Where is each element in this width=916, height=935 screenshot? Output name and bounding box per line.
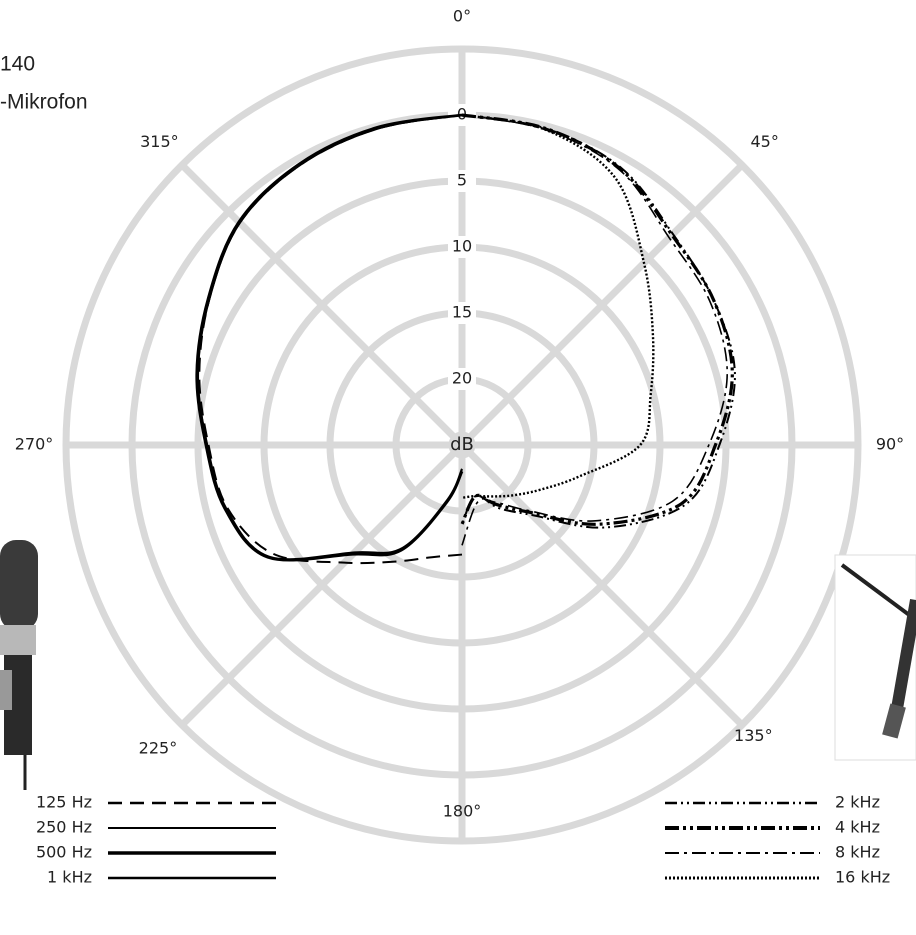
pattern-curve — [461, 113, 655, 499]
pattern-curve — [461, 114, 729, 546]
right-microphone — [834, 554, 916, 761]
mic-clip — [0, 670, 12, 710]
spoke — [179, 442, 465, 728]
legend-label: 250 Hz — [36, 818, 92, 837]
chart-subtitle: -Mikrofon — [0, 91, 88, 114]
tick-bg — [448, 368, 476, 390]
legend-label: 125 Hz — [36, 793, 92, 812]
legend-label: 16 kHz — [835, 868, 890, 887]
angle-label: 270° — [15, 435, 54, 454]
tick-bg — [448, 170, 476, 192]
legend-label: 8 kHz — [835, 843, 880, 862]
mic-head — [0, 540, 38, 630]
spoke — [459, 162, 745, 448]
angle-label: 135° — [734, 726, 773, 745]
r-tick-label: 20 — [452, 369, 472, 388]
r-tick-label: 15 — [452, 303, 472, 322]
legend-label: 2 kHz — [835, 793, 880, 812]
mic-head — [882, 703, 906, 739]
left-microphone — [0, 540, 38, 790]
spoke — [179, 162, 465, 448]
pattern-curve — [197, 114, 463, 561]
chart-title: 140 — [0, 53, 35, 76]
legend-label: 500 Hz — [36, 843, 92, 862]
pattern-curve — [195, 113, 464, 562]
angle-label: 90° — [876, 435, 904, 454]
mic-body — [889, 598, 916, 722]
legend-label: 4 kHz — [835, 818, 880, 837]
r-axis-label: dB — [450, 434, 474, 455]
angle-label: 180° — [443, 802, 482, 821]
angle-label: 225° — [139, 739, 178, 758]
angle-label: 0° — [453, 7, 471, 26]
r-tick-label: 0 — [457, 105, 467, 124]
angle-label: 45° — [750, 132, 778, 151]
mic-ring — [0, 625, 36, 655]
mic-cable — [840, 563, 916, 622]
legend-label: 1 kHz — [47, 868, 92, 887]
r-tick-label: 5 — [457, 171, 467, 190]
pattern-curve — [461, 114, 736, 529]
tick-bg — [448, 236, 476, 258]
angle-label: 315° — [140, 132, 179, 151]
spoke — [459, 442, 745, 728]
tick-bg — [448, 302, 476, 324]
pattern-curve — [460, 113, 734, 526]
r-tick-label: 10 — [452, 237, 472, 256]
